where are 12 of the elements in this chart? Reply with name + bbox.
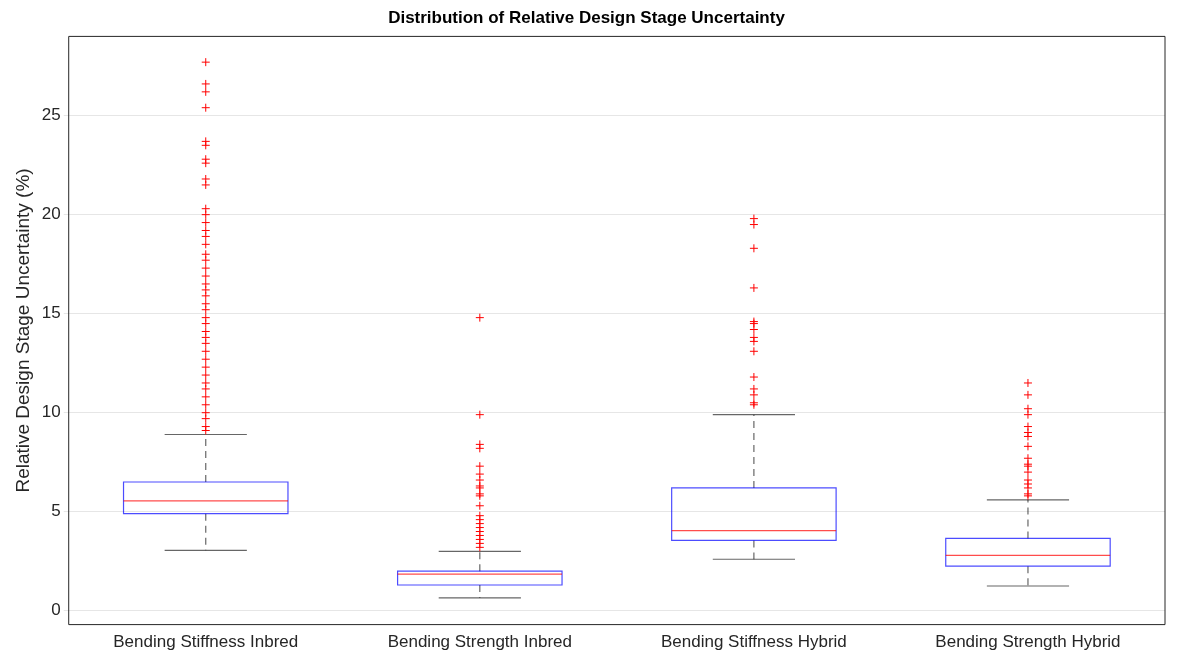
y-tick-label: 20	[41, 204, 61, 224]
x-tick-label: Bending Stiffness Hybrid	[660, 632, 847, 652]
y-tick-label: 5	[51, 501, 61, 521]
x-tick-label: Bending Strength Inbred	[387, 632, 572, 652]
y-axis-title: Relative Design Stage Uncertainty (%)	[11, 168, 33, 493]
x-tick-label: Bending Stiffness Inbred	[113, 632, 299, 652]
chart-title: Distribution of Relative Design Stage Uncertainty	[388, 7, 786, 27]
y-tick-label: 10	[41, 402, 61, 422]
y-tick-label: 15	[41, 303, 61, 323]
x-tick-label: Bending Strength Hybrid	[935, 632, 1121, 652]
y-tick-label: 0	[51, 600, 61, 620]
y-tick-label: 25	[41, 105, 61, 125]
